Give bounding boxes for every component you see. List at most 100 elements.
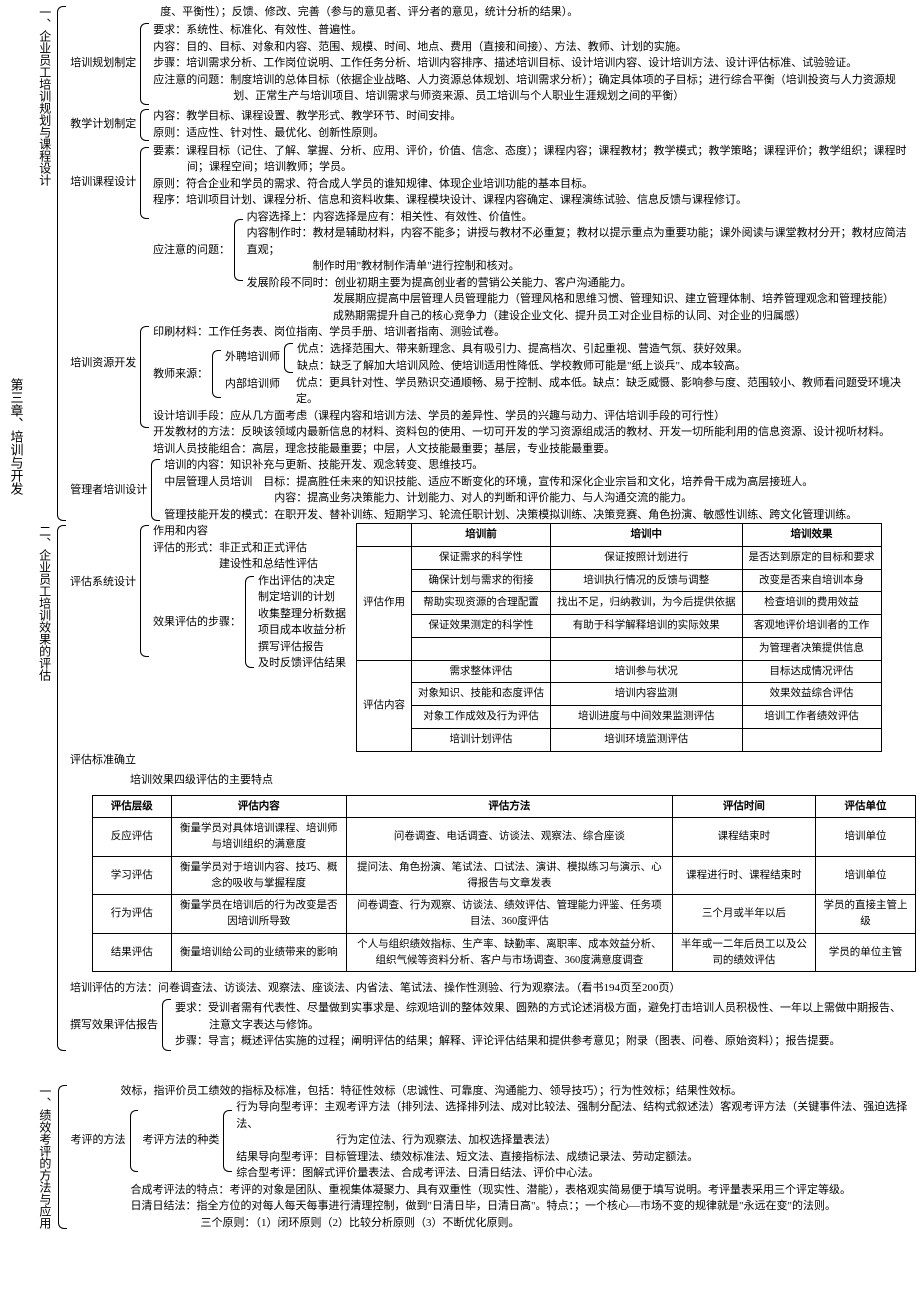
mgr-label: 管理者培训设计 [68, 481, 149, 500]
res-t2: 内部培训师 [223, 375, 282, 394]
brace-icon [284, 343, 293, 373]
td: 评估内容 [357, 660, 412, 751]
td: 衡量学员对具体培训课程、培训师与培训组织的满意度 [171, 818, 346, 857]
res-t1b: 缺点：缺乏了解加大培训风险、使培训适用性降低、学校教师可能是"纸上谈兵"、成本较… [295, 358, 750, 375]
td: 目标达成情况评估 [742, 660, 881, 683]
brace-icon [162, 999, 171, 1051]
td: 课程结束时 [672, 818, 815, 857]
teach-l1: 内容：教学目标、课程设置、教学形式、教学环节、时间安排。 [151, 108, 463, 125]
plan-l2: 内容：目的、目标、对象和内容、范围、规模、时间、地点、费用（直接和间接）、方法、… [151, 39, 898, 56]
brace-icon [245, 576, 254, 668]
teach-l2: 原则：适应性、针对性、最优化、创新性原则。 [151, 125, 463, 142]
sec1-title: 一、企业员工培训规划与课程设计 [34, 4, 55, 523]
eval-s4: 项目成本收益分析 [256, 622, 348, 639]
eval-b2: 评估的形式：非正式和正式评估 [151, 540, 348, 557]
td: 改变是否来自培训本身 [742, 569, 881, 592]
res-l1: 印刷材料：工作任务表、岗位指南、学员手册、培训者指南、测验试卷。 [151, 324, 916, 341]
brace-icon [140, 525, 149, 657]
td [412, 637, 551, 660]
td: 学习评估 [93, 856, 172, 895]
td: 帮助实现资源的合理配置 [412, 592, 551, 615]
th: 评估内容 [171, 795, 346, 818]
section-2: 二、企业员工培训效果的评估 评估系统设计 作用和内容 评估的形式：非正式和正式评… [34, 523, 916, 1053]
th: 培训效果 [742, 524, 881, 547]
plan-label: 培训规划制定 [68, 54, 138, 73]
td: 培训环境监测评估 [551, 728, 743, 751]
res-t1a: 优点：选择范围大、带来新理念、具有吸引力、提高档次、引起重视、营造气氛、获好效果… [295, 341, 750, 358]
td: 培训单位 [815, 818, 915, 857]
td: 有助于科学解释培训的实际效果 [551, 615, 743, 638]
report-l2: 步骤：导言；概述评估实施的过程；阐明评估的结果；解释、评论评估结果和提供参考意见… [173, 1033, 903, 1050]
res-t2a: 优点：更具针对性、学员熟识交通顺畅、易于控制、成本低。缺点：缺乏威慑、影响参与度… [294, 375, 916, 408]
evalsys-label: 评估系统设计 [68, 573, 138, 592]
sec2-title: 二、企业员工培训效果的评估 [34, 523, 55, 1053]
eval-b1: 作用和内容 [151, 523, 348, 540]
plan-l4: 应注意的问题：制度培训的总体目标（依据企业战略、人力资源总体规划、培训需求分析）… [151, 72, 898, 89]
td: 衡量学员对于培训内容、技巧、概念的吸收与掌握程度 [171, 856, 346, 895]
td: 提问法、角色扮演、笔试法、口试法、演讲、模拟练习与演示、心得报告与文章发表 [346, 856, 672, 895]
course-l1b: 间；课程空间；培训教师；学员。 [185, 159, 916, 176]
plan-l1: 要求：系统性、标准化、有效性、普遍性。 [151, 22, 898, 39]
eval-b2b: 建设性和总结性评估 [217, 556, 348, 573]
course-a3: 发展阶段不同时：创业初期主要为提高创业者的营销公关能力、客户沟通能力。 [245, 275, 916, 292]
td [742, 728, 881, 751]
method: 培训评估的方法：问卷调查法、访谈法、观察法、座谈法、内省法、笔试法、操作性测验、… [68, 980, 916, 997]
eval-s3: 收集整理分析数据 [256, 606, 348, 623]
res-t1: 外聘培训师 [223, 348, 282, 367]
page: 第三章、培训与开发 一、企业员工培训规划与课程设计 度、平衡性）；反馈、修改、完… [4, 4, 916, 1231]
th [357, 524, 412, 547]
eval-s5: 撰写评估报告 [256, 639, 348, 656]
mgr-l2b: 内容：提高业务决策能力、计划能力、对人的判断和评价能力、与人沟通交流的能力。 [272, 490, 859, 507]
sec3-l0: 效标，指评价员工绩效的指标及标准，包括：特征性效标（忠诚性、可靠度、沟通能力、领… [119, 1083, 916, 1100]
brace-icon [130, 1110, 139, 1172]
sec3-f2: 日清日结法：指全方位的对每人每天每事进行清理控制，做到"日清日毕，日清日高"。特… [129, 1198, 916, 1215]
td: 培训工作者绩效评估 [742, 706, 881, 729]
td: 保证按照计划进行 [551, 546, 743, 569]
td: 确保计划与需求的衔接 [412, 569, 551, 592]
sec3-f3: 三个原则：（1）闭环原则（2）比较分析原则（3）不断优化原则。 [199, 1215, 916, 1232]
td: 培训执行情况的反馈与调整 [551, 569, 743, 592]
eval-table-1: 培训前培训中培训效果评估作用保证需求的科学性保证按照计划进行是否达到原定的目标和… [356, 523, 882, 752]
td: 课程进行时、课程结束时 [672, 856, 815, 895]
td: 评估作用 [357, 546, 412, 660]
course-l1: 要素：课程目标（记住、了解、掌握、分析、应用、评价，价值、信念、态度）；课程内容… [151, 143, 916, 160]
td: 保证效果测定的科学性 [412, 615, 551, 638]
eval-b3: 效果评估的步骤： [151, 613, 243, 632]
th: 培训前 [412, 524, 551, 547]
td [551, 637, 743, 660]
td: 效果效益综合评估 [742, 683, 881, 706]
td: 结果评估 [93, 933, 172, 972]
res-l4: 开发教材的方法：反映该领域内最新信息的材料、资料包的使用、一切可开发的学习资源组… [151, 424, 916, 441]
teach-label: 教学计划制定 [68, 115, 138, 134]
report-l1: 要求：受训者需有代表性、尽量做到实事求是、综观培训的整体效果、圆熟的方式论述消极… [173, 1000, 903, 1017]
td: 保证需求的科学性 [412, 546, 551, 569]
section-3: 一、绩效考评的方法与应用 效标，指评价员工绩效的指标及标准，包括：特征性效标（忠… [34, 1083, 916, 1232]
td: 问卷调查、电话调查、访谈法、观察法、综合座谈 [346, 818, 672, 857]
sec3-b: 结果导向型考评：目标管理法、绩效标准法、短文法、直接指标法、成绩记录法、劳动定额… [234, 1149, 916, 1166]
course-a2b: 制作时用"教材制作清单"进行控制和核对。 [311, 258, 916, 275]
brace-icon [151, 459, 160, 521]
course-attn: 应注意的问题： [151, 241, 232, 260]
td: 对象知识、技能和态度评估 [412, 683, 551, 706]
td: 对象工作成效及行为评估 [412, 706, 551, 729]
sec3-method-label: 考评的方法 [69, 1131, 128, 1150]
brace-icon [140, 23, 149, 105]
td: 是否达到原定的目标和要求 [742, 546, 881, 569]
report-label: 撰写效果评估报告 [68, 1016, 160, 1035]
td: 衡量培训给公司的业绩带来的影响 [171, 933, 346, 972]
td: 需求整体评估 [412, 660, 551, 683]
td: 三个月或半年以后 [672, 895, 815, 934]
td: 培训计划评估 [412, 728, 551, 751]
sec3-f1: 合成考评法的特点：考评的对象是团队、重视集体凝聚力、具有双重性（现实性、潜能），… [129, 1182, 916, 1199]
th: 评估方法 [346, 795, 672, 818]
course-a1: 内容选择上：内容选择是应有：相关性、有效性、价值性。 [245, 209, 916, 226]
th: 评估层级 [93, 795, 172, 818]
td: 反应评估 [93, 818, 172, 857]
sec3-c: 综合型考评：图解式评价量表法、合成考评法、日清日结法、评价中心法。 [234, 1165, 916, 1182]
td: 半年或一二年后员工以及公司的绩效评估 [672, 933, 815, 972]
course-a3c: 成熟期需提升自己的核心竞争力（建设企业文化、提升员工对企业目标的认同、对企业的归… [331, 308, 916, 325]
brace-icon [57, 525, 66, 1051]
td: 培训内容监测 [551, 683, 743, 706]
td: 衡量学员在培训后的行为改变是否因培训所导致 [171, 895, 346, 934]
course-a2: 内容制作时：教材是辅助材料，内容不能多；讲授与教材不必重复；教材以提示重点为重要… [245, 225, 916, 258]
